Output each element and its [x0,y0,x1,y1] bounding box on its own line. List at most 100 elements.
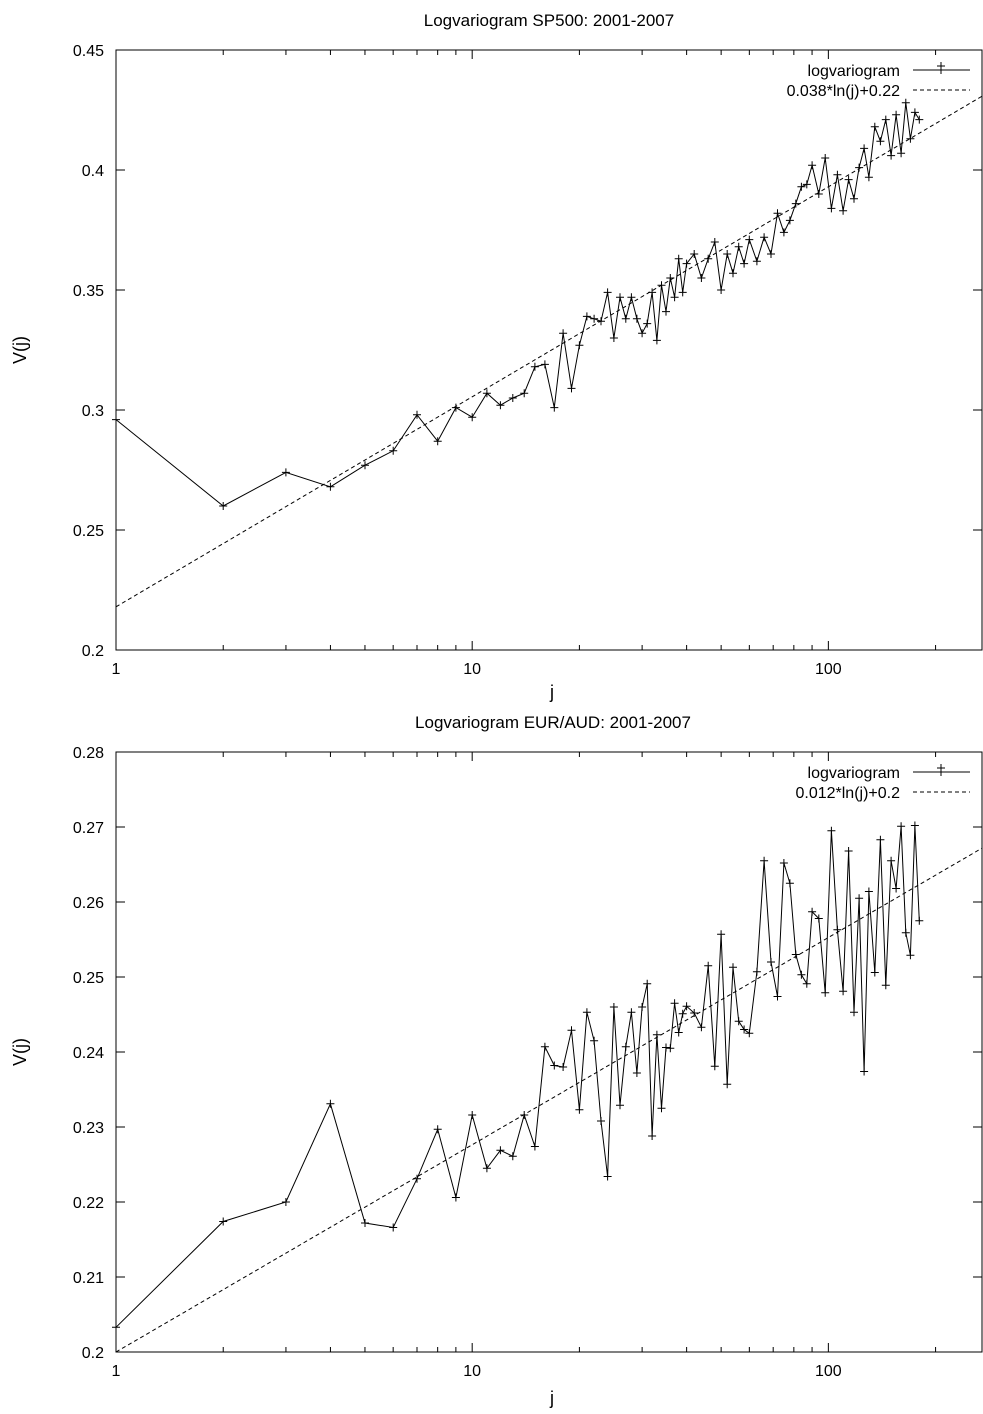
data-point [827,204,836,213]
series-line [115,102,920,507]
data-point [802,979,811,988]
data-point [433,1125,442,1134]
data-point [678,1009,687,1018]
data-point [361,461,369,470]
data-point [745,235,754,244]
data-point [864,173,873,182]
data-point [643,319,652,328]
data-point [597,1117,605,1125]
data-point [814,914,823,923]
logvariogram-series [112,821,924,1332]
axis-ticks [115,49,982,651]
x-tick-labels: 1 10 100 [112,661,842,678]
data-point [887,151,896,160]
data-point [674,1028,683,1037]
data-point [767,958,775,966]
data-point [827,826,836,835]
legend-label-logvariogram: logvariogram [808,63,900,80]
logvariogram-series [112,98,924,510]
data-point [844,847,853,855]
data-point [559,329,568,338]
data-point [797,182,806,191]
data-point [740,259,749,268]
data-point [729,269,737,278]
data-point [839,987,848,996]
data-point [697,1023,706,1032]
data-point [734,1017,743,1026]
data-point [860,144,869,153]
data-point [389,1223,398,1232]
y-tick-label: 0.25 [73,523,104,540]
data-point [657,281,666,290]
x-tick-label: 100 [815,661,842,678]
data-point [632,314,641,323]
data-point [760,856,769,865]
data-point [717,286,726,294]
data-point [648,1132,657,1140]
data-point [550,403,559,412]
data-point [821,154,830,162]
y-tick-label: 0.45 [73,43,104,60]
data-point [808,161,817,170]
data-point [690,250,699,258]
data-point [785,216,794,225]
data-point [482,1164,491,1173]
data-point [723,250,732,258]
data-point [609,1003,618,1011]
data-point [657,1104,666,1113]
y-tick-labels: 0.2 0.21 0.22 0.23 0.24 0.25 0.26 0.27 0.28 [73,745,104,1362]
data-point [850,194,858,203]
data-point [616,1101,624,1110]
data-point [632,1069,641,1077]
data-point [767,250,775,258]
x-tick-label: 100 [815,1363,842,1380]
data-point [468,413,477,422]
legend: logvariogram 0.012*ln(j)+0.2 [795,764,970,802]
y-tick-label: 0.22 [73,1195,104,1212]
data-point [609,334,618,342]
data-point [760,233,769,242]
data-point [682,1002,691,1011]
data-point [791,199,800,208]
data-point [855,163,864,172]
data-point [710,1062,719,1071]
y-tick-label: 0.2 [82,643,104,660]
y-tick-label: 0.26 [73,895,104,912]
data-point [697,274,706,282]
data-point [621,1042,630,1051]
data-point [433,437,442,446]
data-point [808,907,817,916]
data-point [652,336,661,345]
data-point [627,1008,636,1017]
data-point [666,1044,675,1053]
data-point [773,992,782,1001]
data-point [915,916,924,925]
data-point [662,1043,670,1052]
y-tick-label: 0.4 [82,163,104,180]
data-point [833,925,842,934]
data-point [621,314,630,323]
data-point [745,1029,754,1038]
data-point [326,482,335,491]
data-point [603,1172,612,1181]
data-point [559,1063,568,1071]
data-point [678,288,687,297]
data-point [915,115,924,124]
data-point [682,259,691,268]
data-point [897,149,906,158]
data-point [638,1003,647,1011]
data-point [870,122,879,131]
data-point [906,951,915,960]
y-axis-label: V(j) [10,336,30,364]
data-point [704,961,713,970]
x-tick-label: 10 [463,1363,481,1380]
data-point [876,835,885,844]
data-point [451,403,460,412]
data-point [797,970,806,979]
plot-frame [115,49,983,651]
data-point [752,257,761,266]
data-point [773,209,782,218]
data-point [752,967,761,976]
data-point [468,1111,477,1119]
